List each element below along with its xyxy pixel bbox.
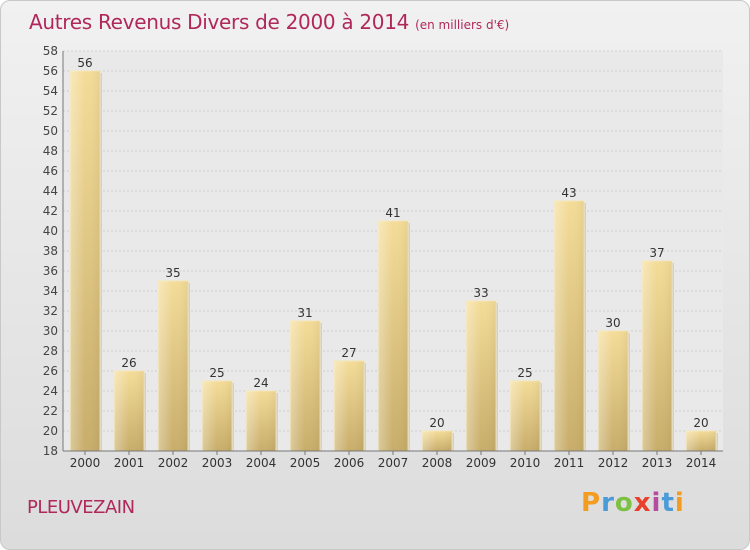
data-label: 41: [385, 206, 400, 220]
y-tick-label: 54: [43, 84, 58, 98]
y-tick-label: 26: [43, 364, 58, 378]
bar-highlight: [114, 371, 144, 451]
y-tick-label: 28: [43, 344, 58, 358]
x-tick-label: 2005: [290, 456, 321, 470]
logo-letter: o: [614, 488, 634, 518]
data-label: 43: [561, 186, 576, 200]
chart-subtitle: (en milliers d'€): [415, 18, 510, 32]
bar-highlight: [378, 221, 408, 451]
bar-highlight: [554, 201, 584, 451]
y-tick-label: 50: [43, 124, 58, 138]
data-label: 37: [649, 246, 664, 260]
y-tick-label: 34: [43, 284, 58, 298]
data-label: 30: [605, 316, 620, 330]
y-tick-label: 48: [43, 144, 58, 158]
x-tick-label: 2006: [334, 456, 365, 470]
bar-highlight: [422, 431, 452, 451]
bar-highlight: [70, 71, 100, 451]
data-label: 25: [209, 366, 224, 380]
y-tick-label: 46: [43, 164, 58, 178]
data-label: 26: [121, 356, 136, 370]
place-name: PLEUVEZAIN: [27, 497, 135, 518]
bar-highlight: [158, 281, 188, 451]
logo-letter: x: [633, 488, 652, 518]
bar-highlight: [290, 321, 320, 451]
x-tick-label: 2004: [246, 456, 277, 470]
x-tick-label: 2009: [466, 456, 497, 470]
data-label: 24: [253, 376, 268, 390]
y-tick-label: 18: [43, 444, 58, 458]
proxiti-logo: Proxiti: [581, 488, 685, 518]
y-tick-label: 56: [43, 64, 58, 78]
y-tick-label: 38: [43, 244, 58, 258]
x-tick-label: 2014: [686, 456, 717, 470]
axes: 18 20 22 24 26 28 30 32 34 36 38 40 42 44 46 48 50 52 54 56…: [43, 44, 723, 470]
bar-highlight: [642, 261, 672, 451]
logo-letter: i: [674, 488, 685, 518]
data-label: 33: [473, 286, 488, 300]
x-tick-label: 2012: [598, 456, 629, 470]
data-label: 25: [517, 366, 532, 380]
bar-highlight: [598, 331, 628, 451]
bar-highlight: [466, 301, 496, 451]
data-label: 31: [297, 306, 312, 320]
bar-highlight: [510, 381, 540, 451]
y-tick-label: 36: [43, 264, 58, 278]
chart-title: Autres Revenus Divers de 2000 à 2014 (en …: [29, 10, 510, 34]
y-tick-label: 24: [43, 384, 58, 398]
y-tick-label: 44: [43, 184, 58, 198]
y-tick-label: 52: [43, 104, 58, 118]
bar-highlight: [334, 361, 364, 451]
data-label: 35: [165, 266, 180, 280]
y-tick-label: 32: [43, 304, 58, 318]
x-tick-label: 2011: [554, 456, 585, 470]
data-label: 27: [341, 346, 356, 360]
y-tick-label: 30: [43, 324, 58, 338]
data-label: 20: [429, 416, 444, 430]
x-tick-label: 2001: [114, 456, 145, 470]
logo-letter: r: [601, 488, 615, 518]
bar-highlight: [246, 391, 276, 451]
y-tick-label: 20: [43, 424, 58, 438]
y-tick-label: 22: [43, 404, 58, 418]
logo-letter: P: [581, 488, 602, 518]
y-tick-label: 40: [43, 224, 58, 238]
logo-letter: t: [661, 488, 675, 518]
y-tick-label: 58: [43, 44, 58, 58]
data-label: 56: [77, 56, 92, 70]
bar-highlight: [686, 431, 716, 451]
x-tick-label: 2007: [378, 456, 409, 470]
bar-highlight: [202, 381, 232, 451]
x-tick-label: 2008: [422, 456, 453, 470]
x-tick-label: 2010: [510, 456, 541, 470]
y-tick-label: 42: [43, 204, 58, 218]
x-tick-label: 2013: [642, 456, 673, 470]
x-tick-label: 2002: [158, 456, 189, 470]
data-label: 20: [693, 416, 708, 430]
x-tick-label: 2000: [70, 456, 101, 470]
x-tick-label: 2003: [202, 456, 233, 470]
logo-letter: i: [651, 488, 662, 518]
